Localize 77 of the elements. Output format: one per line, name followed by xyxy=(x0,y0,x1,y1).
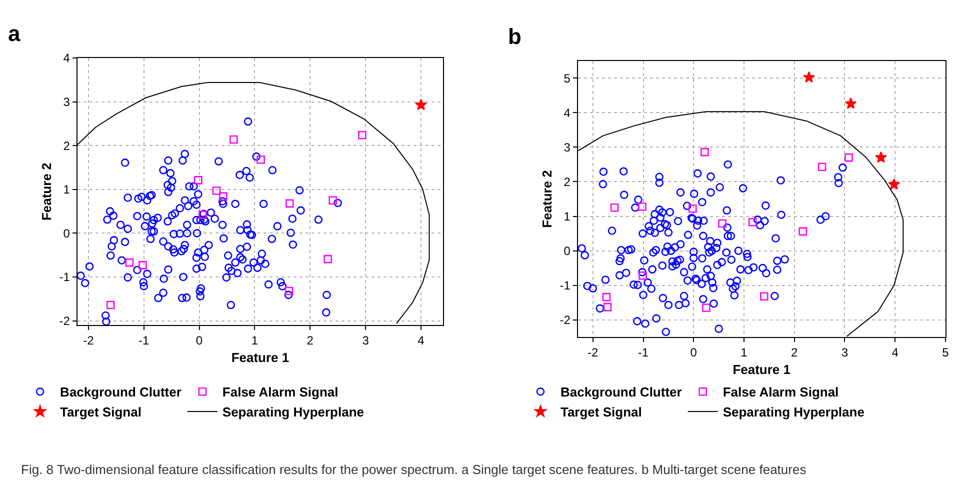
y-tick-label: -1 xyxy=(59,270,70,284)
legend-label: Target Signal xyxy=(560,404,642,420)
x-tick-label: 1 xyxy=(251,334,258,348)
x-tick-label: -2 xyxy=(83,334,94,348)
y-tick-label: 1 xyxy=(564,209,571,224)
legend-label: Target Signal xyxy=(60,404,142,420)
legend-label: False Alarm Signal xyxy=(722,384,839,400)
point xyxy=(218,192,228,201)
point xyxy=(688,204,697,213)
x-tick-label: 2 xyxy=(306,334,314,348)
x-tick-label: -1 xyxy=(638,345,649,360)
point xyxy=(106,300,115,310)
point xyxy=(702,304,710,312)
point xyxy=(638,202,646,211)
point xyxy=(212,186,221,195)
point xyxy=(125,258,134,267)
x-tick-label: 0 xyxy=(690,345,698,360)
point xyxy=(328,196,337,205)
y-tick-label: 4 xyxy=(564,106,571,120)
y-tick-label: 4 xyxy=(63,51,70,66)
point xyxy=(358,130,366,140)
point xyxy=(324,254,332,264)
x-tick-label: 1 xyxy=(740,345,748,360)
legend-label: Separating Hyperplane xyxy=(222,404,364,420)
x-tick-label: 2 xyxy=(791,345,798,360)
point xyxy=(718,219,726,228)
x-tick-label: 0 xyxy=(196,334,203,348)
y-axis-title: Feature 2 xyxy=(39,162,54,221)
x-axis-title: Feature 1 xyxy=(231,350,290,366)
x-tick-label: 3 xyxy=(841,345,848,360)
point xyxy=(256,155,265,164)
y-tick-label: 2 xyxy=(63,138,70,153)
legend-label: False Alarm Signal xyxy=(222,384,338,400)
point xyxy=(844,153,853,162)
point xyxy=(818,162,826,172)
point xyxy=(138,261,147,270)
point xyxy=(229,135,238,144)
point xyxy=(802,71,815,83)
y-tick-label: 2 xyxy=(564,174,571,189)
y-tick-label: 3 xyxy=(564,140,571,154)
y-tick-label: 0 xyxy=(63,226,70,240)
point xyxy=(844,97,857,109)
point xyxy=(748,218,757,226)
y-tick-label: 3 xyxy=(63,95,70,110)
point xyxy=(603,302,612,312)
legend-label: Background Clutter xyxy=(60,384,182,400)
y-tick-label: -1 xyxy=(560,278,571,292)
point xyxy=(414,98,427,110)
point xyxy=(284,286,294,296)
legend-label: Separating Hyperplane xyxy=(722,404,864,420)
chart-title: b xyxy=(508,24,522,49)
y-tick-label: 5 xyxy=(564,71,571,86)
y-tick-label: 1 xyxy=(63,182,70,197)
y-axis-title: Feature 2 xyxy=(540,170,555,228)
point xyxy=(610,203,619,212)
caption: Fig. 8 Two-dimensional feature classification results for the power spectrum. a Single target scene features. b Multi-target scene features xyxy=(21,462,807,477)
point xyxy=(602,292,611,302)
point xyxy=(638,271,647,280)
point xyxy=(888,178,900,190)
point xyxy=(875,151,887,163)
legend-label: Background Clutter xyxy=(560,384,682,400)
point xyxy=(760,292,768,300)
y-tick-label: 0 xyxy=(564,244,571,258)
x-tick-label: -1 xyxy=(138,334,150,348)
chart-title: a xyxy=(8,21,21,46)
point xyxy=(798,227,808,236)
x-tick-label: 3 xyxy=(362,334,370,348)
point xyxy=(194,176,202,184)
x-tick-label: 4 xyxy=(418,334,425,348)
point xyxy=(700,148,709,156)
x-tick-label: -2 xyxy=(588,345,599,360)
x-axis-title: Feature 1 xyxy=(732,362,791,378)
y-tick-label: -2 xyxy=(59,314,70,328)
point xyxy=(285,199,294,208)
x-tick-label: 4 xyxy=(892,345,899,360)
y-tick-label: -2 xyxy=(560,313,571,328)
x-tick-label: 5 xyxy=(942,345,950,360)
